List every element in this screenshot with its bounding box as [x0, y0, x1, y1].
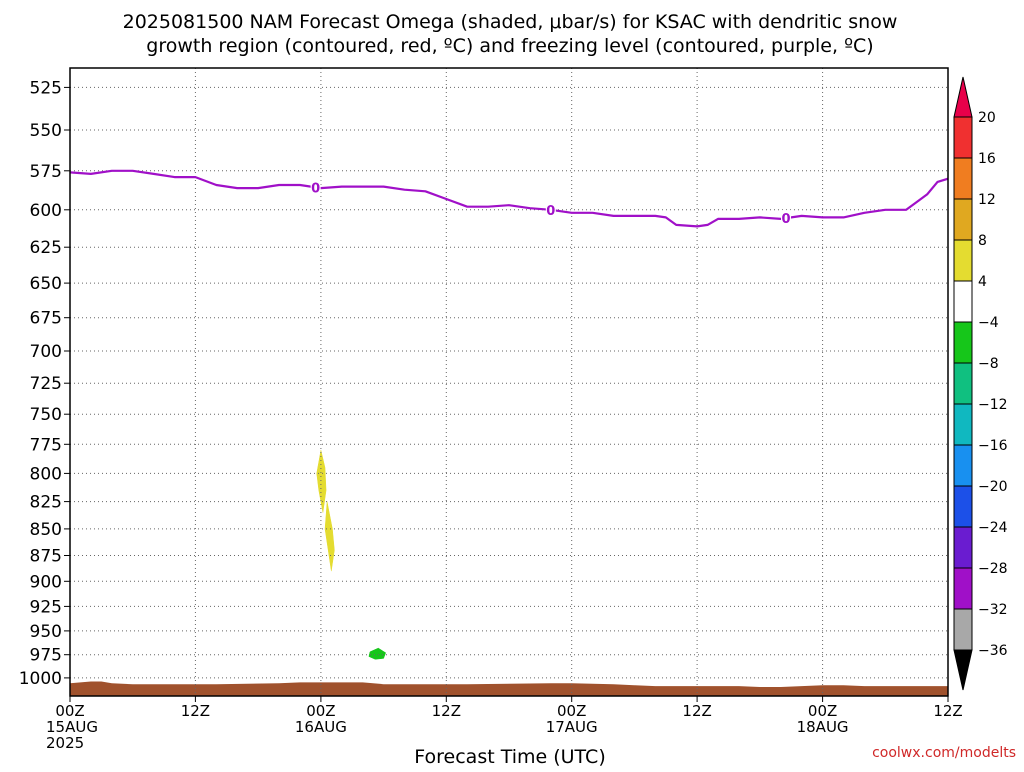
- freezing-level-layer: 0 0 0: [70, 169, 948, 228]
- x-tick-label-h0-2: 15AUG: [46, 718, 98, 736]
- colorbar-box-10: [953, 485, 973, 528]
- y-tick-label-675: 675: [30, 309, 62, 329]
- colorbar-box-8: [953, 403, 973, 446]
- terrain-layer: [70, 681, 948, 696]
- colorbar-label-2: 12: [978, 192, 996, 208]
- colorbar-box-13: [953, 608, 973, 651]
- y-tick-label-750: 750: [30, 405, 62, 425]
- freezing-level-label-2: 0: [546, 204, 555, 219]
- colorbar-box-6: [953, 321, 973, 364]
- chart-title: 2025081500 NAM Forecast Omega (shaded, μ…: [123, 11, 898, 33]
- colorbar-label-7: −12: [978, 397, 1008, 413]
- x-tick-label-h36-1: 12Z: [432, 702, 461, 720]
- y-tick-label-875: 875: [30, 547, 62, 567]
- x-tick-label-h0-1: 00Z: [55, 702, 84, 720]
- y-tick-label-825: 825: [30, 493, 62, 513]
- colorbar-label-11: −28: [978, 561, 1008, 577]
- y-tick-label-575: 575: [30, 162, 62, 182]
- chart-subtitle: growth region (contoured, red, ºC) and f…: [146, 35, 873, 57]
- colorbar-box-9: [953, 444, 973, 487]
- x-tick-label-h84-1: 12Z: [933, 702, 962, 720]
- freezing-level-label-bg-3: [780, 210, 791, 226]
- terrain-fill: [70, 681, 948, 696]
- x-tick-label-h24-1: 00Z: [306, 702, 335, 720]
- colorbar-label-0: 20: [978, 110, 996, 126]
- omega-shading-layer: [316, 450, 387, 660]
- colorbar-label-3: 8: [978, 233, 987, 249]
- colorbar-top-triangle: [953, 76, 973, 118]
- colorbar-label-12: −32: [978, 602, 1008, 618]
- x-tick-label-h48-1: 00Z: [557, 702, 586, 720]
- colorbar-box-4: [953, 239, 973, 282]
- y-tick-label-850: 850: [30, 520, 62, 540]
- colorbar-label-10: −24: [978, 520, 1008, 536]
- y-tick-label-525: 525: [30, 78, 62, 98]
- colorbar-box-12: [953, 567, 973, 610]
- y-tick-label-725: 725: [30, 374, 62, 394]
- colorbar-box-11: [953, 526, 973, 569]
- colorbar-label-5: −4: [978, 315, 999, 331]
- freezing-level-label-3: 0: [781, 212, 790, 227]
- y-tick-label-550: 550: [30, 121, 62, 141]
- omega-area-3: [368, 647, 387, 660]
- y-tick-label-950: 950: [30, 622, 62, 642]
- freezing-level-line: [70, 169, 948, 228]
- x-tick-label-h0-3: 2025: [46, 734, 84, 752]
- y-tick-label-775: 775: [30, 435, 62, 455]
- colorbar-label-13: −36: [978, 643, 1008, 659]
- colorbar-box-2: [953, 157, 973, 200]
- freezing-level-label-bg-1: [310, 179, 321, 195]
- colorbar-box-3: [953, 198, 973, 241]
- y-tick-label-1000: 1000: [19, 669, 62, 689]
- x-tick-label-h72-1: 00Z: [808, 702, 837, 720]
- x-tick-label-h24-2: 16AUG: [295, 718, 347, 736]
- omega-area-2: [324, 501, 335, 572]
- y-axis: 525 550 575 600 625 650 675 700 725 750 775 800 825 8…: [19, 78, 70, 689]
- y-tick-label-925: 925: [30, 597, 62, 617]
- colorbar-box-7: [953, 362, 973, 405]
- credit-link[interactable]: coolwx.com/modelts: [872, 745, 1016, 761]
- colorbar-label-9: −20: [978, 479, 1008, 495]
- plot-frame: [69, 67, 949, 697]
- x-axis-label: Forecast Time (UTC): [414, 746, 605, 768]
- y-tick-label-800: 800: [30, 464, 62, 484]
- colorbar-label-1: 16: [978, 151, 996, 167]
- colorbar-box-1: [953, 116, 973, 159]
- freezing-level-label-1: 0: [311, 181, 320, 196]
- y-tick-label-975: 975: [30, 646, 62, 666]
- y-tick-label-625: 625: [30, 238, 62, 258]
- x-tick-label-h72-2: 18AUG: [797, 718, 849, 736]
- colorbar: 20 16 12 8 4 −4 −8 −12 −16 −20 −24 −28 −32 −36: [953, 76, 1008, 691]
- colorbar-bottom-triangle: [953, 649, 973, 691]
- y-tick-label-700: 700: [30, 342, 62, 362]
- x-tick-label-h60-1: 12Z: [682, 702, 711, 720]
- y-tick-label-650: 650: [30, 274, 62, 294]
- colorbar-box-5: [953, 280, 973, 323]
- y-tick-label-600: 600: [30, 201, 62, 221]
- omega-area-1: [316, 450, 327, 513]
- freezing-level-label-bg-2: [545, 201, 556, 217]
- grid-layer: [70, 68, 948, 696]
- colorbar-label-6: −8: [978, 356, 999, 372]
- y-tick-label-900: 900: [30, 572, 62, 592]
- x-tick-label-h12-1: 12Z: [181, 702, 210, 720]
- colorbar-label-4: 4: [978, 274, 987, 290]
- colorbar-label-8: −16: [978, 438, 1008, 454]
- x-tick-label-h48-2: 17AUG: [546, 718, 598, 736]
